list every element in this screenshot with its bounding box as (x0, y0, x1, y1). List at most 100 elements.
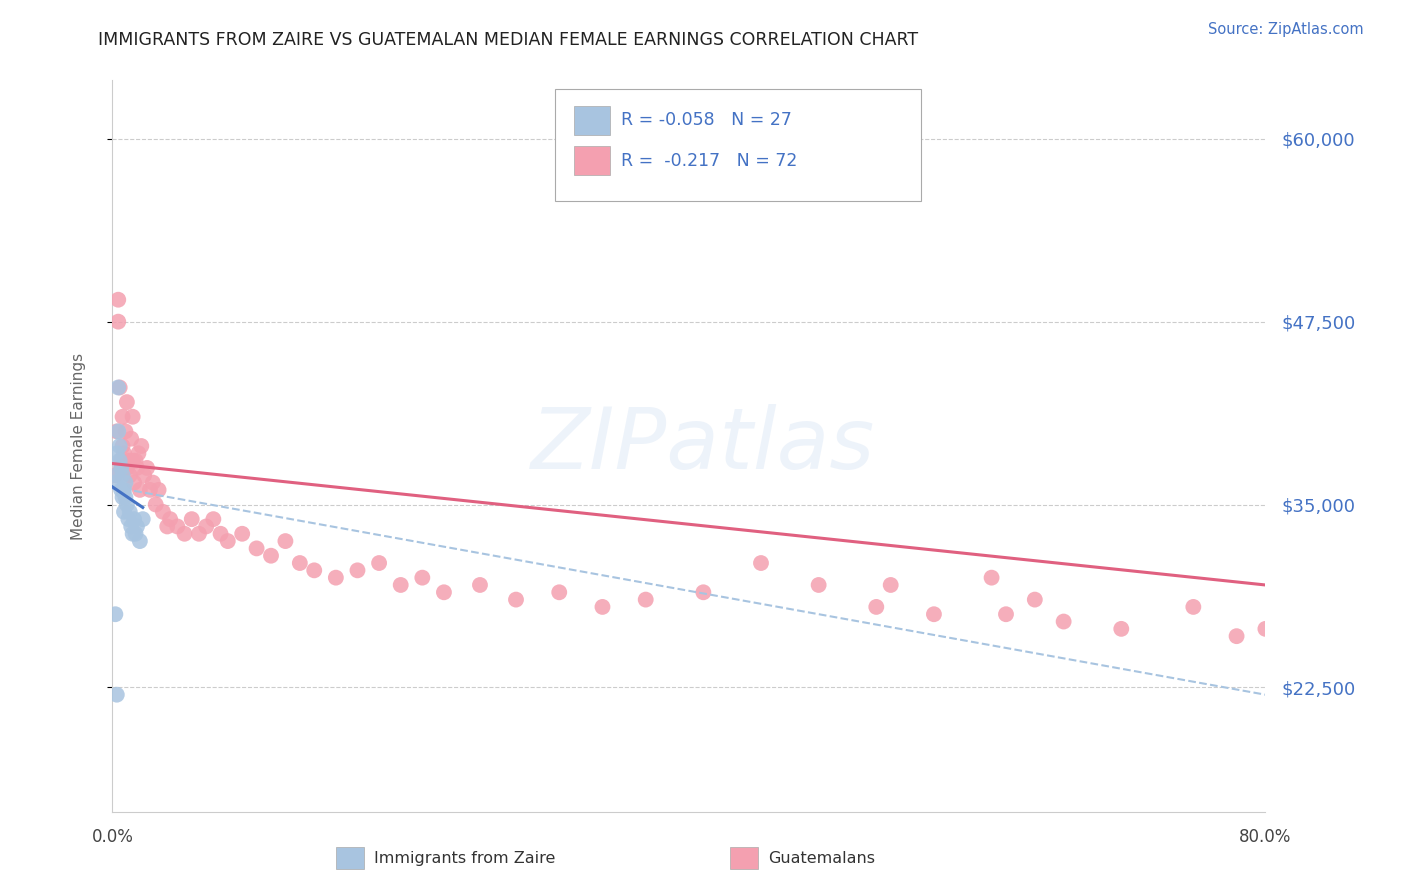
Text: ZIPatlas: ZIPatlas (531, 404, 875, 488)
Point (922, 607, 945, 622)
Point (105, 446, 128, 460)
Point (107, 315, 129, 329)
Point (124, 526, 146, 541)
Point (468, 578, 491, 592)
Point (112, 446, 135, 460)
Point (260, 549, 283, 563)
Text: R = -0.058   N = 27: R = -0.058 N = 27 (621, 112, 793, 129)
Point (104, 475, 127, 490)
Point (166, 519, 188, 533)
Point (173, 526, 195, 541)
Point (125, 519, 148, 533)
Point (325, 571, 347, 585)
Point (121, 453, 143, 467)
Point (217, 534, 239, 549)
Point (156, 519, 179, 533)
Point (112, 483, 135, 497)
Point (389, 578, 412, 592)
Point (108, 439, 131, 453)
Point (749, 556, 772, 570)
Point (115, 461, 138, 475)
Point (433, 585, 456, 599)
Point (112, 505, 135, 519)
Text: R =  -0.217   N = 72: R = -0.217 N = 72 (621, 152, 797, 169)
Y-axis label: Median Female Earnings: Median Female Earnings (72, 352, 86, 540)
Point (634, 592, 657, 607)
Point (136, 461, 159, 475)
Point (110, 461, 132, 475)
Point (107, 425, 129, 439)
Point (120, 432, 142, 446)
Point (120, 519, 142, 533)
Point (505, 592, 527, 607)
Text: Immigrants from Zaire: Immigrants from Zaire (374, 851, 555, 865)
Point (807, 578, 830, 592)
Point (231, 526, 253, 541)
Point (110, 453, 132, 467)
Point (368, 556, 391, 570)
Point (117, 453, 139, 467)
Point (995, 607, 1018, 622)
Text: IMMIGRANTS FROM ZAIRE VS GUATEMALAN MEDIAN FEMALE EARNINGS CORRELATION CHART: IMMIGRANTS FROM ZAIRE VS GUATEMALAN MEDI… (98, 31, 918, 49)
Point (1111, 622, 1133, 636)
Point (209, 526, 232, 541)
Text: Source: ZipAtlas.com: Source: ZipAtlas.com (1208, 22, 1364, 37)
Point (1226, 629, 1249, 643)
Point (114, 475, 136, 490)
Point (105, 425, 128, 439)
Point (111, 468, 134, 483)
Point (115, 395, 138, 409)
Point (107, 380, 129, 394)
Point (129, 439, 153, 453)
Point (111, 490, 134, 504)
Point (111, 439, 134, 453)
Point (121, 526, 143, 541)
Point (1024, 592, 1046, 607)
Point (114, 490, 136, 504)
Point (125, 461, 148, 475)
Point (110, 483, 132, 497)
Point (118, 468, 141, 483)
Point (148, 483, 170, 497)
Point (117, 512, 139, 526)
Point (195, 519, 218, 533)
Point (304, 563, 326, 577)
Point (1053, 615, 1076, 629)
Point (105, 468, 128, 483)
Point (107, 293, 129, 307)
Point (188, 526, 211, 541)
Point (274, 534, 297, 549)
Point (592, 599, 614, 614)
Point (202, 512, 225, 526)
Point (692, 585, 714, 599)
Point (139, 483, 162, 497)
Point (288, 556, 311, 570)
Point (548, 585, 571, 599)
Point (142, 475, 165, 490)
Point (105, 688, 128, 702)
Point (865, 599, 887, 614)
Point (118, 505, 141, 519)
Point (246, 541, 269, 556)
Point (128, 534, 150, 549)
Point (114, 425, 136, 439)
Point (880, 578, 903, 592)
Text: Guatemalans: Guatemalans (768, 851, 875, 865)
Point (127, 446, 149, 460)
Point (108, 453, 131, 467)
Point (180, 512, 202, 526)
Point (411, 571, 433, 585)
Point (346, 563, 368, 577)
Point (115, 498, 138, 512)
Point (104, 468, 127, 483)
Point (121, 409, 143, 424)
Point (159, 512, 181, 526)
Point (108, 380, 131, 394)
Point (128, 483, 150, 497)
Point (134, 468, 156, 483)
Point (122, 512, 145, 526)
Point (104, 607, 127, 622)
Point (145, 498, 167, 512)
Point (1182, 599, 1205, 614)
Point (110, 461, 132, 475)
